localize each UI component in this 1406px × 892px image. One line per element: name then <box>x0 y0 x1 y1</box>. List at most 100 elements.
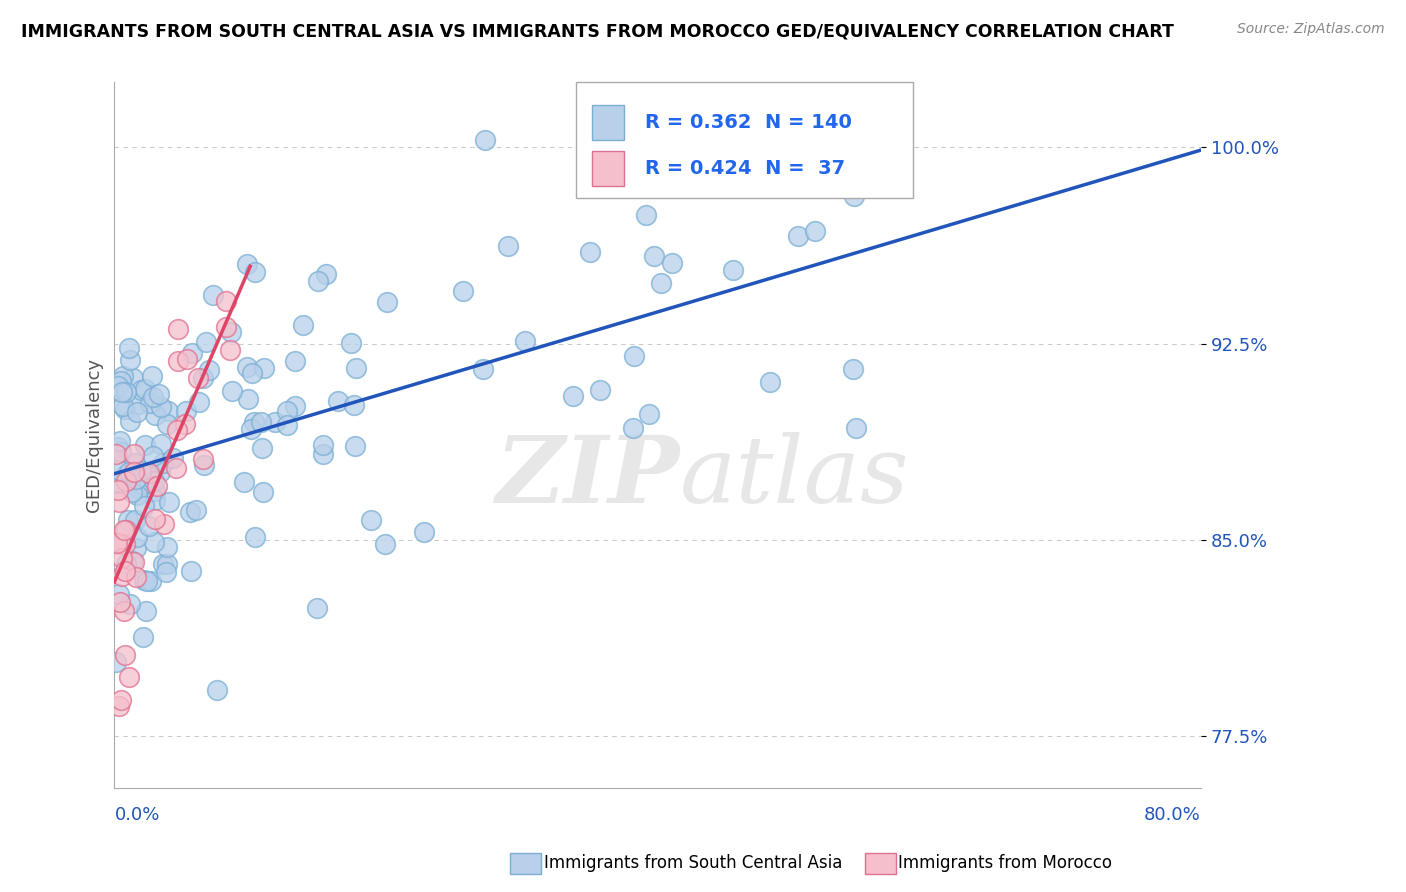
Point <box>114 384 136 399</box>
Point <box>589 384 612 398</box>
Point <box>122 447 145 461</box>
Point <box>165 460 187 475</box>
Point <box>236 360 259 375</box>
Point <box>156 540 179 554</box>
Point <box>152 456 174 470</box>
Point <box>112 523 135 537</box>
Point <box>134 382 156 396</box>
Point <box>110 445 132 459</box>
Point <box>107 440 129 454</box>
Point <box>661 256 683 270</box>
Point <box>240 366 263 380</box>
Point <box>194 334 217 349</box>
Point <box>112 604 135 618</box>
Text: R = 0.362  N = 140: R = 0.362 N = 140 <box>644 112 852 132</box>
Point <box>252 360 274 375</box>
FancyBboxPatch shape <box>592 105 624 140</box>
Point <box>132 573 155 587</box>
Point <box>202 288 225 302</box>
Point <box>637 408 659 422</box>
Point <box>174 417 197 431</box>
Point <box>150 436 173 450</box>
Point <box>156 417 179 432</box>
Point <box>166 322 188 336</box>
Point <box>758 375 780 389</box>
Point <box>340 335 363 350</box>
Point <box>114 401 136 416</box>
Point <box>110 374 132 388</box>
Point <box>143 493 166 508</box>
FancyBboxPatch shape <box>576 82 912 198</box>
Point <box>105 447 128 461</box>
Point <box>250 441 273 455</box>
Text: 80.0%: 80.0% <box>1144 806 1201 824</box>
Text: Immigrants from South Central Asia: Immigrants from South Central Asia <box>544 855 842 872</box>
Point <box>125 405 148 419</box>
Point <box>111 569 134 583</box>
Point <box>252 485 274 500</box>
Point <box>115 557 138 571</box>
Point <box>134 438 156 452</box>
Point <box>110 693 132 707</box>
Point <box>326 393 349 408</box>
Point <box>120 353 142 368</box>
Point <box>315 267 337 281</box>
Point <box>149 465 172 479</box>
Point <box>117 341 139 355</box>
Point <box>112 399 135 413</box>
Point <box>179 505 201 519</box>
Point <box>806 177 828 191</box>
Point <box>166 423 188 437</box>
Point <box>845 421 868 435</box>
Point <box>284 399 307 413</box>
Point <box>108 463 131 477</box>
Point <box>108 434 131 449</box>
Point <box>125 541 148 556</box>
Point <box>108 699 131 714</box>
Text: atlas: atlas <box>679 433 908 523</box>
Point <box>360 513 382 527</box>
Point <box>233 475 256 489</box>
Point <box>114 564 136 578</box>
Point <box>276 404 298 418</box>
Y-axis label: GED/Equivalency: GED/Equivalency <box>86 358 103 512</box>
Point <box>150 401 173 415</box>
Point <box>344 360 367 375</box>
Point <box>145 484 167 499</box>
Point <box>188 395 211 409</box>
Point <box>236 257 259 271</box>
Point <box>153 516 176 531</box>
Point <box>148 387 170 401</box>
Point <box>121 485 143 500</box>
Point <box>142 450 165 464</box>
Point <box>121 554 143 568</box>
Point <box>156 558 179 572</box>
Point <box>186 503 208 517</box>
Point <box>193 451 215 466</box>
Point <box>180 345 202 359</box>
Point <box>623 349 645 363</box>
Text: ZIP: ZIP <box>495 433 679 523</box>
Point <box>312 438 335 452</box>
Point <box>104 655 127 669</box>
Point <box>138 519 160 533</box>
Point <box>174 403 197 417</box>
Point <box>240 421 263 435</box>
Point <box>143 512 166 526</box>
Point <box>343 398 366 412</box>
Point <box>193 458 215 472</box>
Point <box>118 670 141 684</box>
FancyBboxPatch shape <box>592 151 624 186</box>
Text: 0.0%: 0.0% <box>114 806 160 824</box>
Point <box>312 448 335 462</box>
Point <box>562 389 585 403</box>
Point <box>111 385 134 400</box>
Point <box>474 133 496 147</box>
Point <box>118 597 141 611</box>
Point <box>157 494 180 508</box>
Point <box>307 600 329 615</box>
Point <box>264 415 287 429</box>
Point <box>124 457 146 471</box>
Point <box>129 464 152 478</box>
Point <box>162 451 184 466</box>
